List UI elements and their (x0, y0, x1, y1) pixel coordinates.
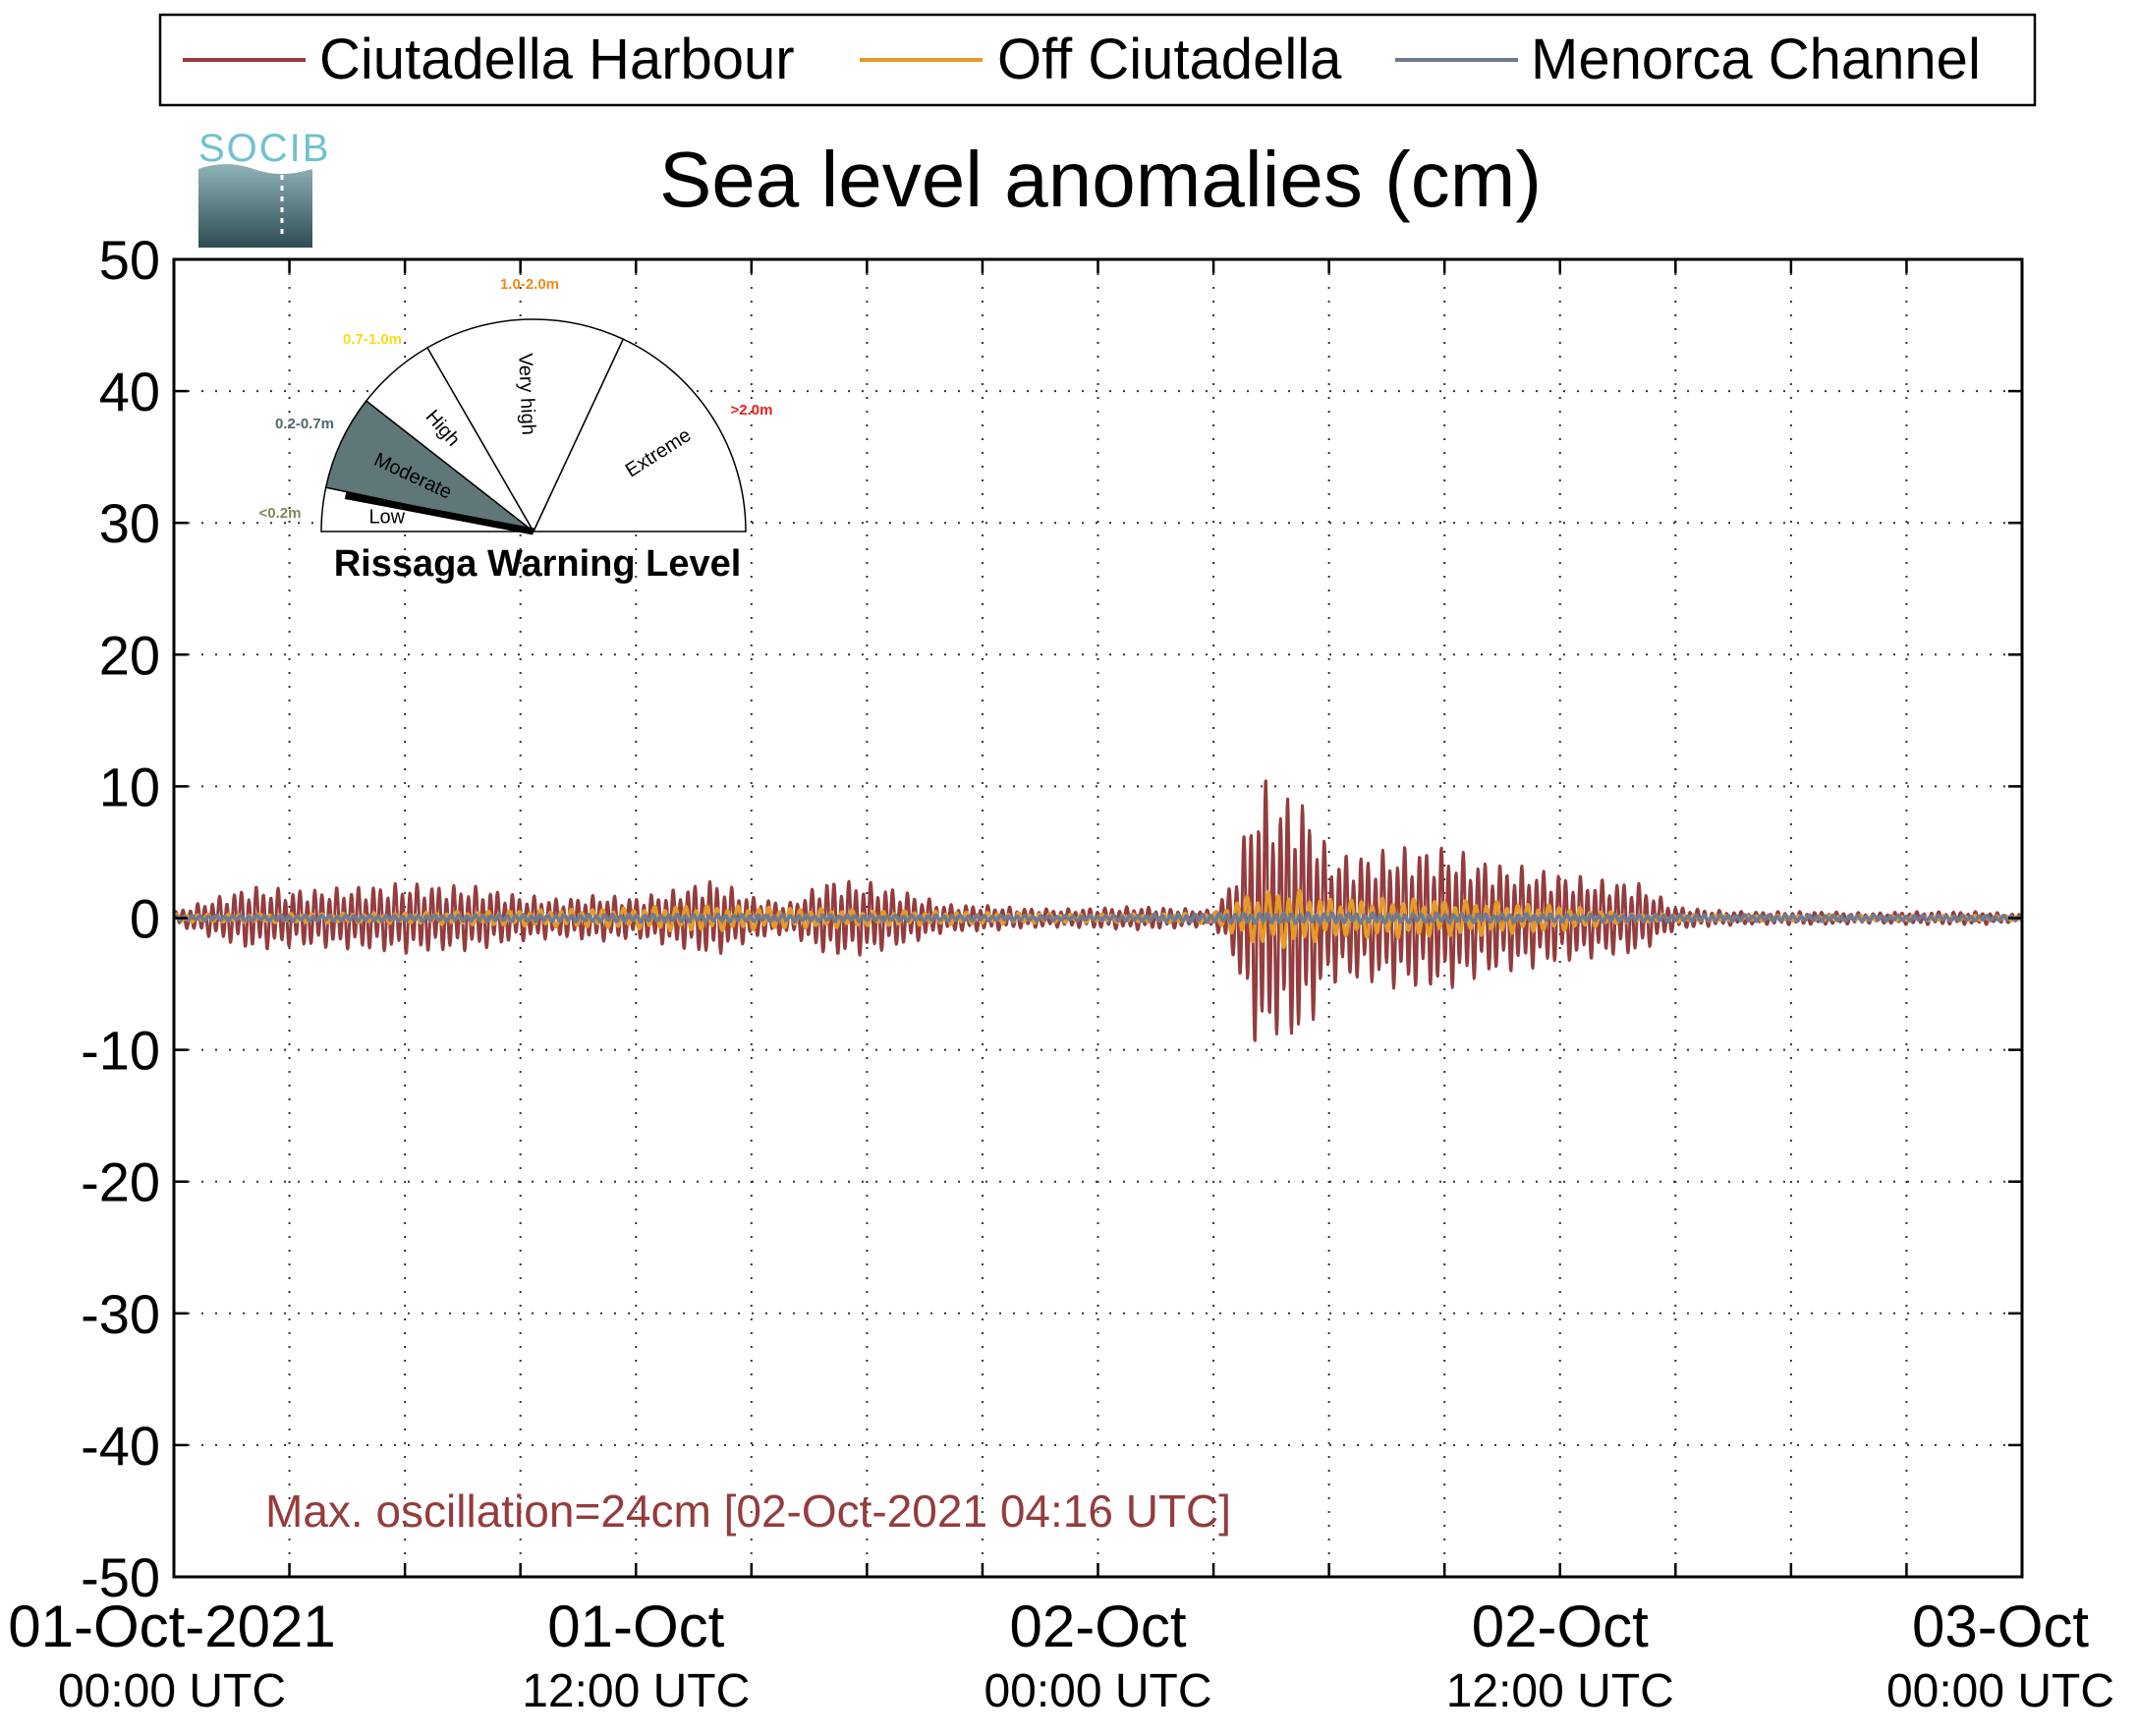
gauge-sector-very-high (425, 318, 625, 533)
gauge-sector-moderate (324, 399, 534, 532)
y-tick-label: 50 (99, 229, 160, 291)
y-tick-label: -50 (81, 1546, 160, 1608)
socib-logo: SOCIB (198, 127, 330, 248)
x-tick-label-time: 00:00 UTC (984, 1665, 1211, 1717)
y-tick-label: 30 (99, 492, 160, 554)
x-tick-label-time: 00:00 UTC (58, 1665, 286, 1717)
legend-label-ciutadella-harbour: Ciutadella Harbour (319, 28, 795, 91)
gauge-title: Rissaga Warning Level (334, 543, 742, 585)
socib-logo-wave (198, 164, 312, 248)
gauge-needle (344, 492, 534, 535)
series-line-menorca-channel (172, 911, 2024, 925)
y-tick-label: -40 (81, 1415, 160, 1477)
gauge-range-label: 0.7-1.0m (343, 331, 402, 348)
socib-logo-text: SOCIB (198, 127, 330, 170)
y-tick-label: 20 (99, 624, 160, 686)
x-tick-label-date: 01-Oct-2021 (8, 1594, 336, 1659)
x-tick-label-date: 02-Oct (1009, 1594, 1186, 1659)
x-tick-label-time: 00:00 UTC (1886, 1665, 2114, 1717)
y-tick-label: -20 (81, 1151, 160, 1213)
x-tick-label-date: 02-Oct (1472, 1594, 1649, 1659)
x-tick-label-time: 12:00 UTC (522, 1665, 750, 1717)
gauge-range-label: >2.0m (731, 402, 773, 419)
legend-label-off-ciutadella: Off Ciutadella (997, 28, 1342, 91)
x-tick-label-time: 12:00 UTC (1446, 1665, 1674, 1717)
legend: Ciutadella Harbour Off Ciutadella Menorc… (158, 13, 2037, 107)
chart-title: Sea level anomalies (cm) (659, 136, 1542, 223)
max-oscillation-annotation: Max. oscillation=24cm [02-Oct-2021 04:16… (265, 1485, 1231, 1537)
gauge-range-label: 0.2-0.7m (275, 416, 334, 432)
gauge-range-label: <0.2m (259, 505, 302, 522)
gauge-level-name: Low (368, 506, 405, 528)
series-lines (172, 779, 2024, 1042)
y-tick-label: -30 (81, 1283, 160, 1345)
gauge-level-name: Very high (514, 353, 539, 435)
y-tick-label: 40 (99, 361, 160, 422)
y-tick-label: -10 (81, 1020, 160, 1082)
gauge-sector-extreme (532, 338, 747, 532)
gauge-range-label: 1.0-2.0m (500, 276, 559, 293)
legend-label-menorca-channel: Menorca Channel (1531, 28, 1981, 91)
y-tick-label: 0 (130, 888, 160, 950)
x-tick-label-date: 03-Oct (1912, 1594, 2089, 1659)
legend-box (158, 13, 2037, 107)
x-tick-label-date: 01-Oct (547, 1594, 724, 1659)
y-tick-label: 10 (99, 756, 160, 817)
